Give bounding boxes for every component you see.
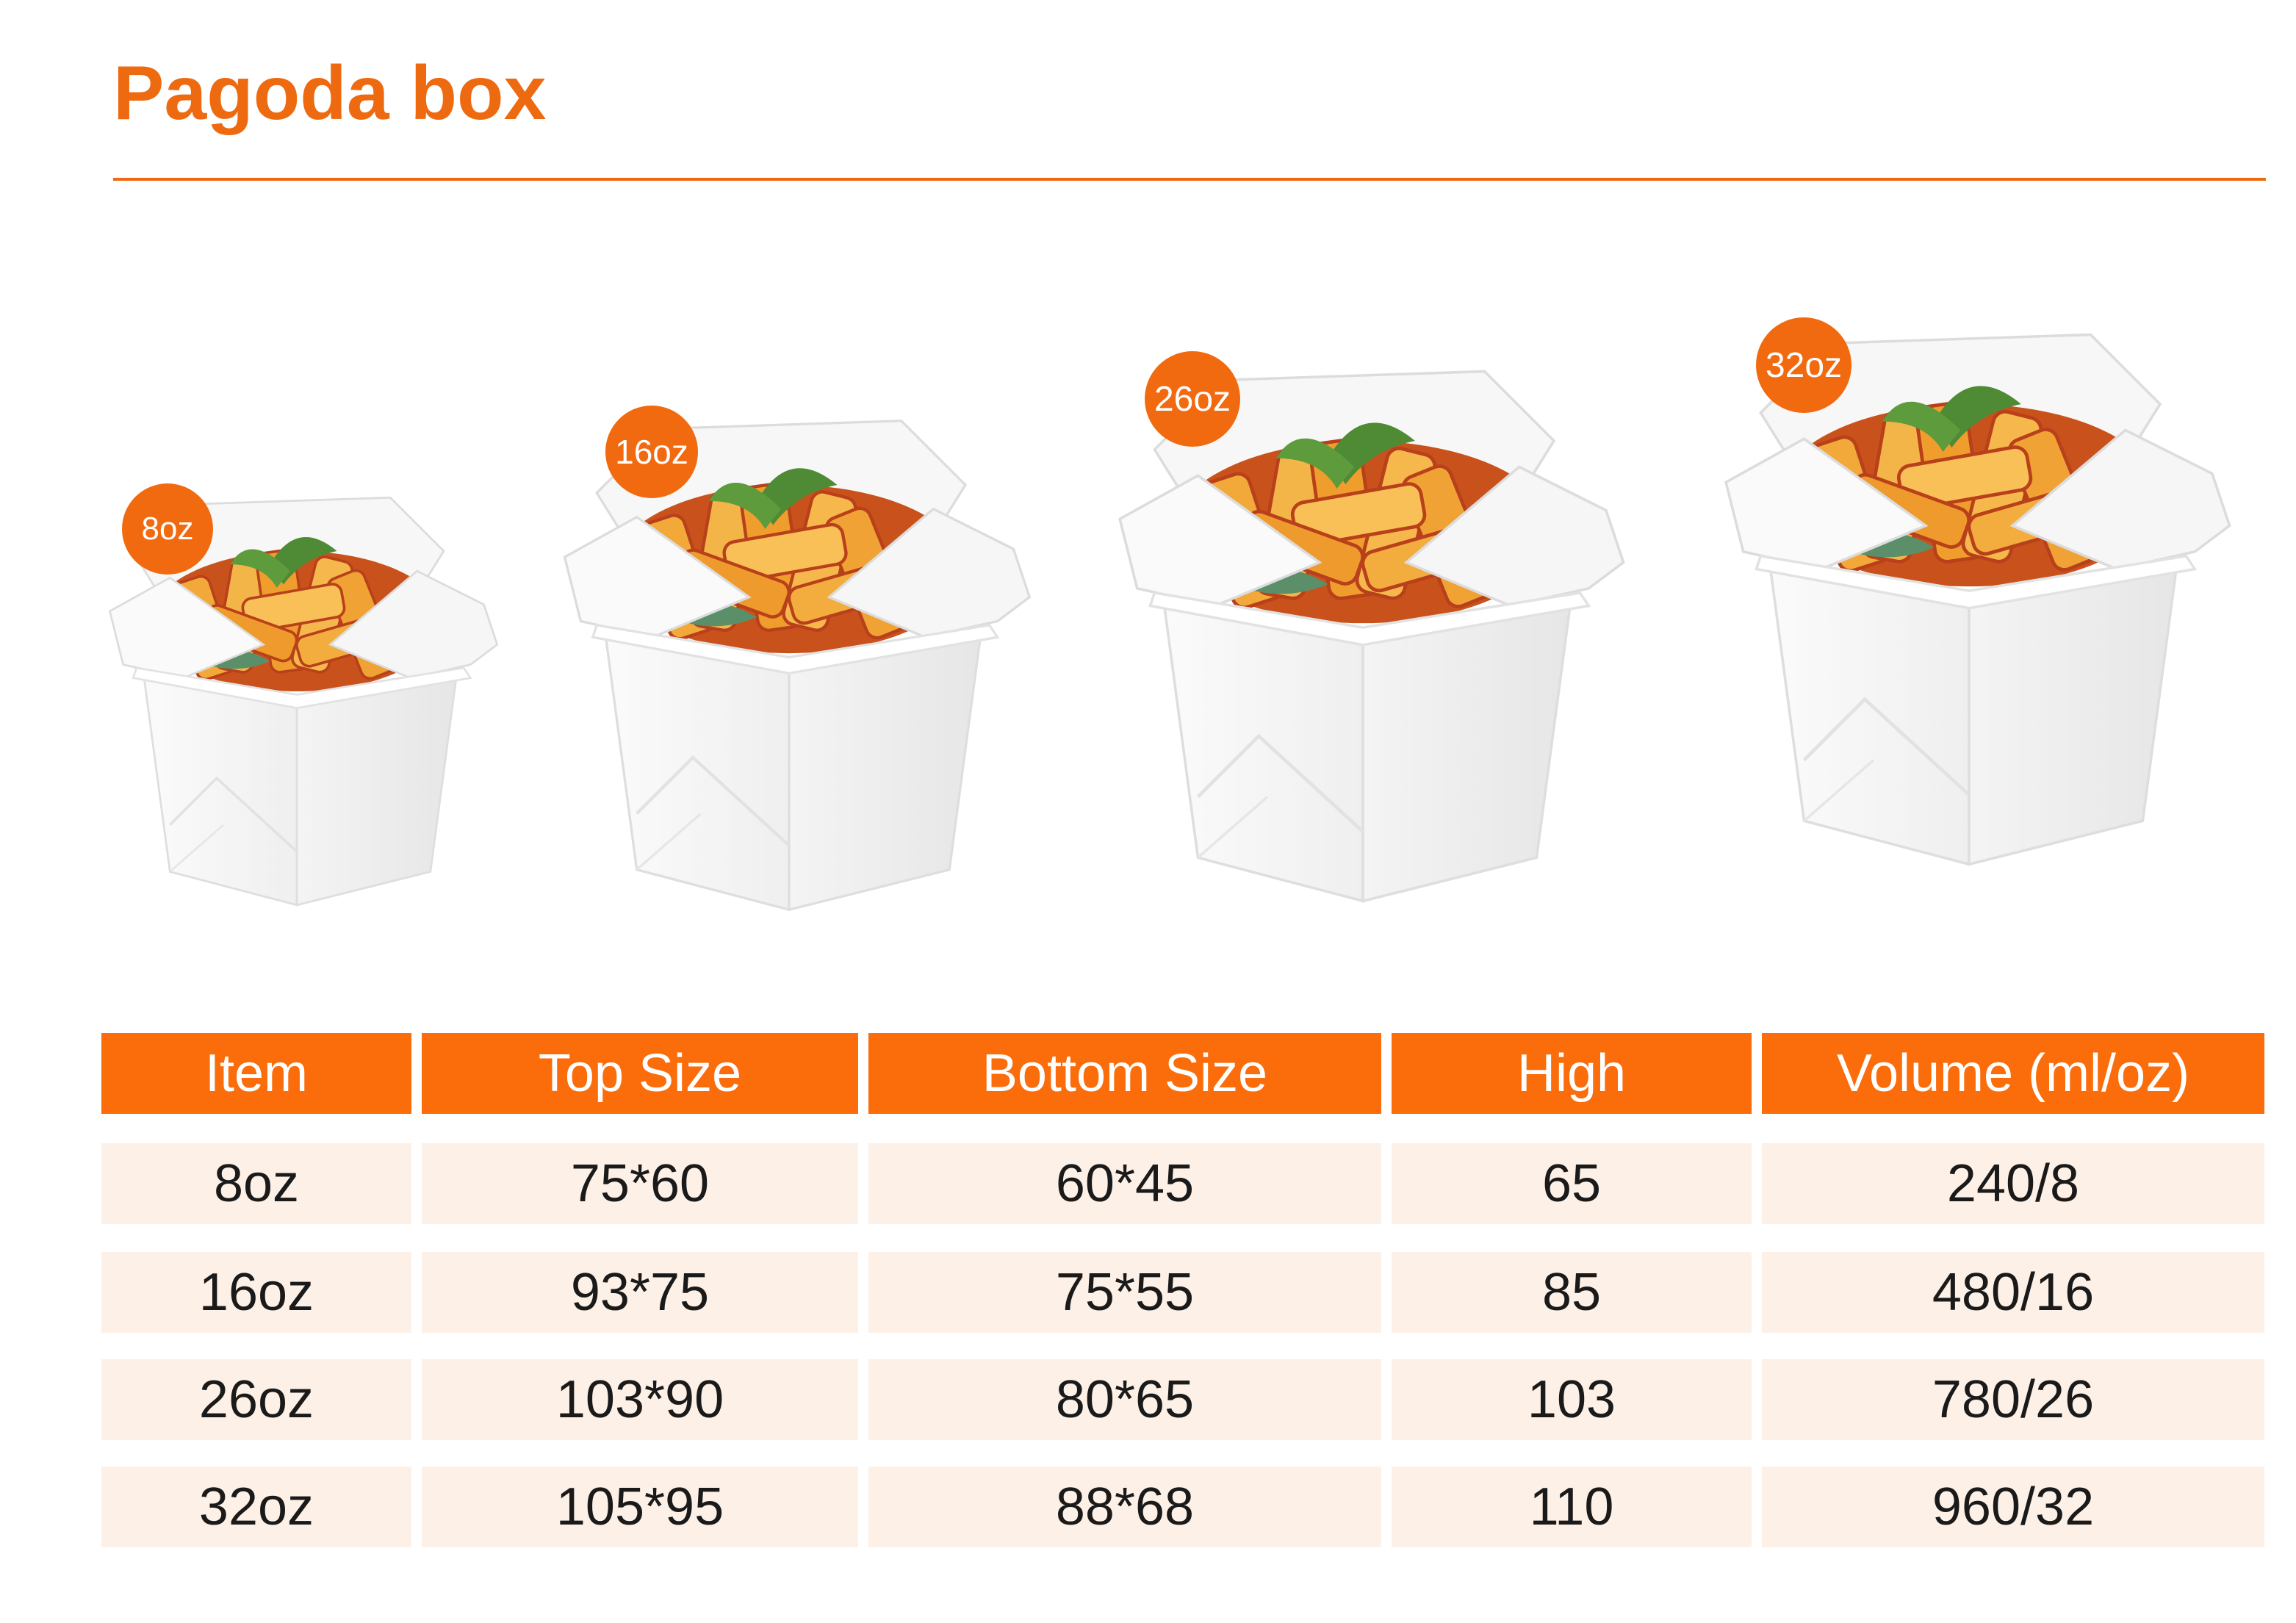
header-volume: Volume (ml/oz) — [1762, 1033, 2264, 1114]
product-16oz: 16oz — [510, 397, 1068, 926]
cell-item: 32oz — [101, 1467, 411, 1547]
header-bottom-size: Bottom Size — [868, 1033, 1381, 1114]
pagoda-box-image — [510, 397, 1068, 926]
cell-item: 26oz — [101, 1359, 411, 1440]
size-badge: 26oz — [1145, 351, 1240, 447]
cell-bottom-size: 75*55 — [868, 1252, 1381, 1333]
table-row: 26oz 103*90 80*65 103 780/26 — [101, 1359, 2264, 1440]
title-divider — [113, 178, 2266, 181]
cell-item: 16oz — [101, 1252, 411, 1333]
cell-volume: 480/16 — [1762, 1252, 2264, 1333]
header-top-size: Top Size — [422, 1033, 858, 1114]
cell-top-size: 103*90 — [422, 1359, 858, 1440]
cell-item: 8oz — [101, 1143, 411, 1224]
product-8oz: 8oz — [76, 478, 517, 918]
page-title: Pagoda box — [113, 51, 547, 136]
cell-high: 85 — [1392, 1252, 1752, 1333]
cell-bottom-size: 88*68 — [868, 1467, 1381, 1547]
size-badge: 16oz — [605, 406, 698, 498]
table-row: 32oz 105*95 88*68 110 960/32 — [101, 1467, 2264, 1547]
cell-top-size: 105*95 — [422, 1467, 858, 1547]
pagoda-box-image — [1058, 345, 1668, 918]
header-high: High — [1392, 1033, 1752, 1114]
cell-volume: 960/32 — [1762, 1467, 2264, 1547]
size-badge: 8oz — [122, 483, 213, 575]
size-badge: 32oz — [1756, 317, 1851, 413]
cell-volume: 780/26 — [1762, 1359, 2264, 1440]
header-item: Item — [101, 1033, 411, 1114]
cell-top-size: 75*60 — [422, 1143, 858, 1224]
cell-high: 103 — [1392, 1359, 1752, 1440]
cell-high: 65 — [1392, 1143, 1752, 1224]
cell-high: 110 — [1392, 1467, 1752, 1547]
table-row: 8oz 75*60 60*45 65 240/8 — [101, 1143, 2264, 1224]
product-32oz: 32oz — [1653, 309, 2285, 882]
cell-bottom-size: 80*65 — [868, 1359, 1381, 1440]
table-row: 16oz 93*75 75*55 85 480/16 — [101, 1252, 2264, 1333]
table-header-row: Item Top Size Bottom Size High Volume (m… — [101, 1033, 2264, 1114]
cell-top-size: 93*75 — [422, 1252, 858, 1333]
pagoda-box-image — [1653, 309, 2285, 882]
cell-bottom-size: 60*45 — [868, 1143, 1381, 1224]
cell-volume: 240/8 — [1762, 1143, 2264, 1224]
product-26oz: 26oz — [1058, 345, 1668, 918]
